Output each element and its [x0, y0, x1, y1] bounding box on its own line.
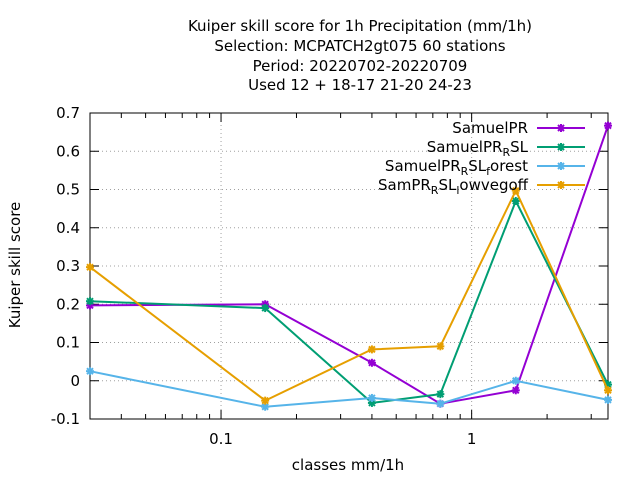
legend-label: SamuelPRRSLforest	[385, 157, 528, 178]
legend-label-part: SL	[510, 138, 529, 156]
data-point	[436, 399, 445, 408]
series-layer	[86, 121, 612, 411]
data-point	[261, 304, 270, 313]
legend-label-part: orest	[490, 157, 528, 175]
legend-swatch-marker	[557, 124, 565, 132]
y-tick-label: 0.2	[56, 295, 80, 313]
legend-entry-1: SamuelPRRSL	[427, 138, 585, 159]
legend-label: SamuelPR	[452, 119, 528, 137]
title-line-3: Period: 20220702-20220709	[253, 57, 468, 75]
data-point	[86, 297, 94, 306]
legend-label-subscript: R	[431, 184, 439, 197]
data-point	[511, 376, 520, 385]
data-point	[604, 395, 612, 404]
legend-label-part: SL	[468, 157, 487, 175]
data-point	[436, 342, 445, 351]
y-tick-label: 0.6	[56, 142, 80, 160]
data-point	[511, 186, 520, 195]
y-tick-label: 0.4	[56, 219, 80, 237]
legend-entry-0: SamuelPR	[452, 119, 585, 137]
y-tick-label: 0	[70, 372, 80, 390]
y-tick-label: 0.1	[56, 334, 80, 352]
legend-label-part: SL	[438, 176, 457, 194]
title-line-1: Kuiper skill score for 1h Precipitation …	[188, 17, 532, 35]
legend-label-subscript: l	[456, 184, 459, 197]
series-line	[89, 200, 609, 404]
series-2	[86, 367, 612, 411]
series-3	[86, 186, 612, 405]
data-point	[511, 386, 520, 395]
data-point	[86, 263, 94, 272]
series-0	[86, 121, 612, 408]
x-axis-label: classes mm/1h	[292, 456, 404, 474]
legend-entry-3: SamPRRSLlowvegoff	[378, 176, 585, 197]
legend-label: SamuelPRRSL	[427, 138, 529, 159]
series-line	[89, 189, 609, 402]
legend-label-subscript: R	[502, 146, 510, 159]
data-point	[367, 358, 376, 367]
title-line-2: Selection: MCPATCH2gt075 60 stations	[214, 37, 505, 55]
legend-swatch-marker	[557, 162, 565, 170]
y-tick-label: 0.7	[56, 104, 80, 122]
legend-swatch-marker	[557, 181, 565, 189]
axes: -0.1 0 0.1 0.2 0.3 0.4 0.5 0.6 0.7 0.1 1	[51, 104, 609, 448]
data-point	[436, 390, 445, 399]
data-point	[261, 396, 270, 405]
data-point	[511, 196, 520, 205]
chart-title: Kuiper skill score for 1h Precipitation …	[188, 17, 532, 94]
data-point	[86, 367, 94, 376]
data-point	[604, 121, 612, 130]
grid	[90, 113, 608, 419]
data-point	[367, 393, 376, 402]
legend-label-part: SamPR	[378, 176, 431, 194]
legend-swatch-marker	[557, 143, 565, 151]
title-line-4: Used 12 + 18-17 21-20 24-23	[248, 76, 472, 94]
legend-label-part: owvegoff	[459, 176, 528, 194]
series-1	[86, 196, 612, 407]
series-line	[89, 125, 609, 405]
y-tick-label: 0.5	[56, 181, 80, 199]
series-line	[89, 370, 609, 408]
data-point	[367, 345, 376, 354]
y-tick-label: 0.3	[56, 257, 80, 275]
x-tick-label: 1	[467, 430, 477, 448]
legend-label-part: SamuelPR	[427, 138, 503, 156]
legend: SamuelPRSamuelPRRSLSamuelPRRSLforestSamP…	[378, 119, 585, 197]
legend-label-part: SamuelPR	[385, 157, 461, 175]
x-tick-label: 0.1	[209, 430, 233, 448]
y-tick-label: -0.1	[51, 410, 80, 428]
legend-label-subscript: R	[461, 165, 469, 178]
legend-label-part: SamuelPR	[452, 119, 528, 137]
legend-entry-2: SamuelPRRSLforest	[385, 157, 585, 178]
legend-label-subscript: f	[486, 165, 491, 178]
y-axis-label: Kuiper skill score	[6, 202, 24, 329]
legend-label: SamPRRSLlowvegoff	[378, 176, 529, 197]
data-point	[604, 386, 612, 395]
